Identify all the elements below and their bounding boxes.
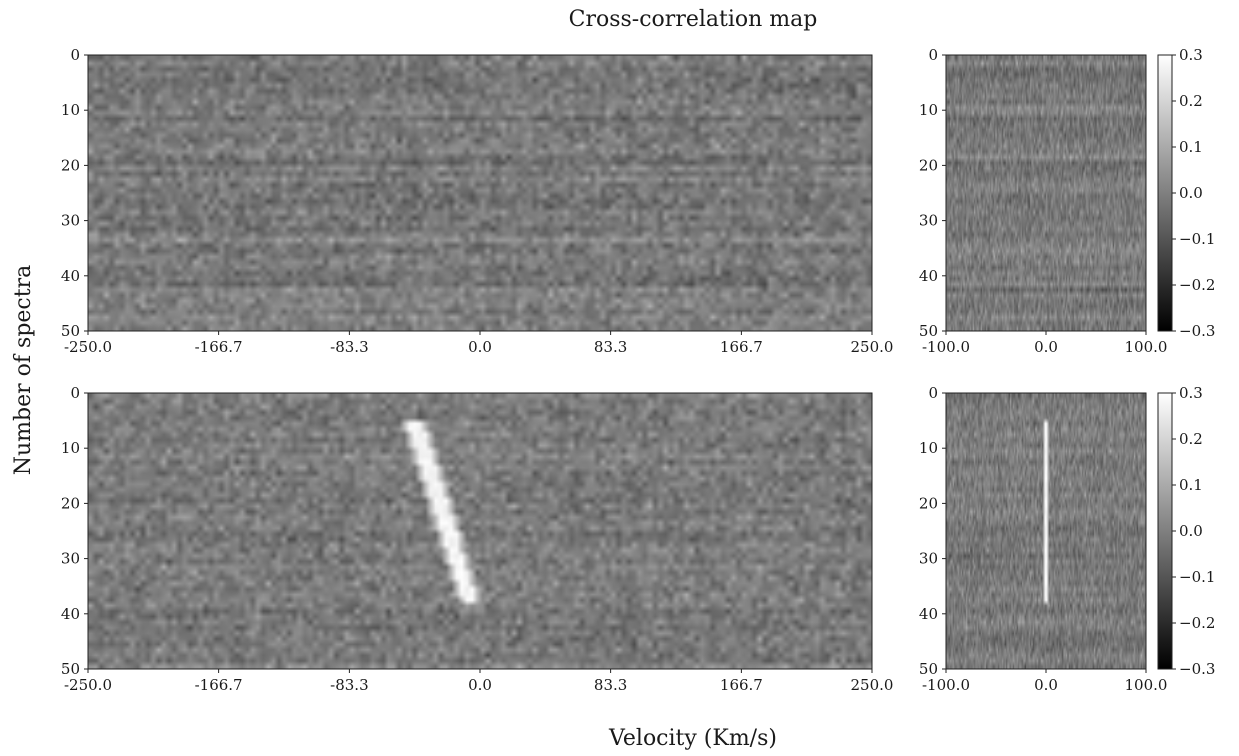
panel-top-left: 0 10 20 30 40 50-250.0 -166.7 -83.3 0.0 83.3 166.7… [61,46,894,356]
y-tick-label: 40 [919,605,938,623]
colorbar-tick-label: −0.2 [1179,614,1215,632]
panel-bottom-right: 0 10 20 30 40 50-100.0 0.0 100.0 0.3 0.2 0.1 0.0 −0.… [919,384,1216,694]
x-tick-label: 166.7 [720,676,763,694]
x-tick-label: -250.0 [64,676,112,694]
y-tick-label: 40 [919,267,938,285]
x-tick-label: -100.0 [922,338,970,356]
x-tick-label: 250.0 [851,676,894,694]
y-tick-label: 20 [61,156,80,174]
colorbar-tick-label: −0.1 [1179,568,1215,586]
y-tick-label: 20 [919,494,938,512]
figure-title: Cross-correlation map [569,7,818,32]
colorbar-gradient [1157,392,1173,670]
y-tick-label: 20 [919,156,938,174]
heatmap-image [88,55,872,331]
y-tick-label: 40 [61,267,80,285]
panel-top-right: 0 10 20 30 40 50-100.0 0.0 100.0 0.3 0.2 0.1 0.0 −0.… [919,46,1216,356]
y-tick-label: 40 [61,605,80,623]
x-tick-label: -166.7 [195,676,243,694]
x-tick-label: 83.3 [594,676,627,694]
colorbar-tick-label: 0.2 [1179,92,1203,110]
colorbar-tick-label: 0.3 [1179,384,1203,402]
y-tick-label: 30 [61,212,80,230]
x-tick-label: -166.7 [195,338,243,356]
x-tick-label: 100.0 [1125,338,1168,356]
heatmap-image [946,393,1146,669]
colorbar-tick-label: 0.1 [1179,138,1203,156]
colorbar: 0.3 0.2 0.1 0.0 −0.1 −0.2 −0.3 [1157,384,1215,678]
y-tick-label: 50 [61,322,80,340]
y-tick-label: 50 [919,322,938,340]
y-axis-title: Number of spectra [11,265,36,475]
colorbar-tick-label: 0.0 [1179,522,1203,540]
x-tick-label: 166.7 [720,338,763,356]
colorbar: 0.3 0.2 0.1 0.0 −0.1 −0.2 −0.3 [1157,46,1215,340]
y-tick-label: 30 [919,212,938,230]
y-tick-label: 30 [919,550,938,568]
colorbar-tick-label: 0.3 [1179,46,1203,64]
colorbar-tick-label: −0.3 [1179,322,1215,340]
x-axis-title: Velocity (Km/s) [608,726,777,751]
x-tick-label: 0.0 [468,676,492,694]
y-tick-label: 50 [61,660,80,678]
y-tick-label: 0 [70,46,80,64]
y-tick-label: 0 [928,46,938,64]
x-tick-label: 0.0 [468,338,492,356]
heatmap-image [946,55,1146,331]
y-tick-label: 30 [61,550,80,568]
y-tick-label: 0 [70,384,80,402]
y-tick-label: 10 [919,439,938,457]
heatmap-image [88,393,872,669]
panel-bottom-left: 0 10 20 30 40 50-250.0 -166.7 -83.3 0.0 83.3 166.7… [61,384,894,694]
x-tick-label: -83.3 [330,338,368,356]
colorbar-tick-label: −0.2 [1179,276,1215,294]
x-tick-label: 0.0 [1034,676,1058,694]
y-tick-label: 50 [919,660,938,678]
y-tick-label: 20 [61,494,80,512]
y-tick-label: 0 [928,384,938,402]
colorbar-tick-label: 0.0 [1179,184,1203,202]
y-tick-label: 10 [919,101,938,119]
colorbar-tick-label: 0.2 [1179,430,1203,448]
x-tick-label: -100.0 [922,676,970,694]
colorbar-tick-label: 0.1 [1179,476,1203,494]
x-tick-label: 0.0 [1034,338,1058,356]
x-tick-label: 100.0 [1125,676,1168,694]
x-tick-label: 250.0 [851,338,894,356]
x-tick-label: -250.0 [64,338,112,356]
x-tick-label: 83.3 [594,338,627,356]
colorbar-tick-label: −0.1 [1179,230,1215,248]
y-tick-label: 10 [61,439,80,457]
colorbar-gradient [1157,54,1173,332]
colorbar-tick-label: −0.3 [1179,660,1215,678]
x-tick-label: -83.3 [330,676,368,694]
y-tick-label: 10 [61,101,80,119]
